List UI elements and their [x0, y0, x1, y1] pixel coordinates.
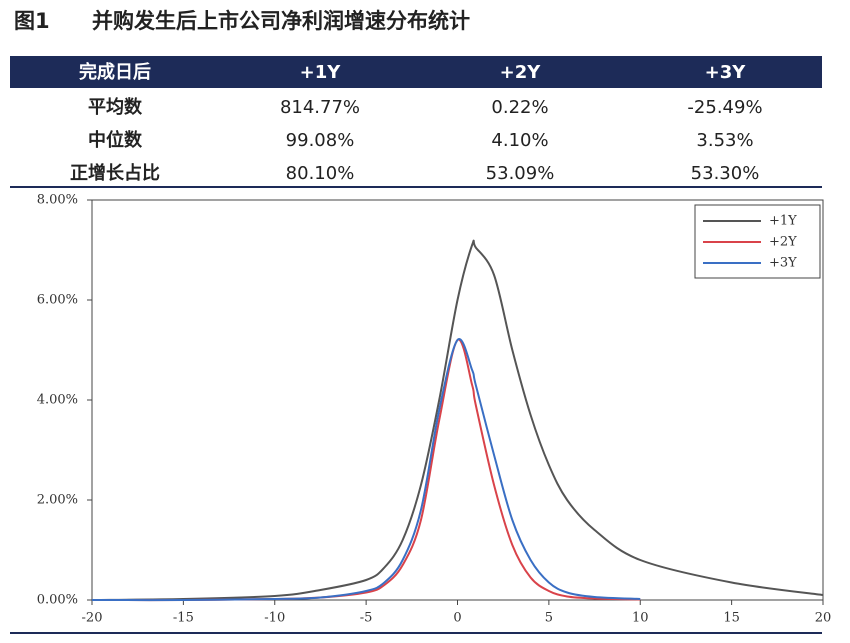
x-tick-label: 5 — [545, 611, 553, 626]
y-tick-label: 4.00% — [37, 393, 78, 408]
table-cell: 正增长占比 — [70, 162, 160, 184]
table-cell: 中位数 — [88, 129, 143, 151]
table-header-cell: +3Y — [705, 62, 747, 83]
y-tick-label: 8.00% — [37, 193, 78, 208]
table-cell: -25.49% — [687, 97, 762, 118]
y-tick-label: 2.00% — [37, 493, 78, 508]
x-tick-label: -10 — [264, 611, 285, 626]
x-tick-label: 10 — [632, 611, 649, 626]
table-cell: 0.22% — [491, 97, 548, 118]
x-tick-label: 0 — [453, 611, 461, 626]
table-cell: 80.10% — [286, 163, 355, 184]
x-tick-label: -20 — [82, 611, 103, 626]
table-cell: 3.53% — [696, 130, 753, 151]
legend-label: +3Y — [769, 256, 797, 271]
table-header-bg — [10, 56, 822, 88]
x-tick-label: -5 — [360, 611, 373, 626]
table-cell: 814.77% — [280, 97, 360, 118]
table-header-cell: +2Y — [500, 62, 542, 83]
figure-title: 并购发生后上市公司净利润增速分布统计 — [92, 9, 470, 33]
y-tick-label: 0.00% — [37, 593, 78, 608]
x-tick-label: 20 — [815, 611, 832, 626]
series-line — [91, 338, 641, 602]
table-cell: 53.30% — [691, 163, 760, 184]
x-tick-label: 15 — [723, 611, 740, 626]
table-header-cell: +1Y — [300, 62, 342, 83]
legend-label: +1Y — [769, 214, 797, 229]
series-line — [91, 239, 824, 601]
table-cell: 99.08% — [286, 130, 355, 151]
table-cell: 平均数 — [88, 96, 143, 118]
series-line — [91, 338, 641, 602]
table-header-cell: 完成日后 — [79, 61, 151, 83]
table-cell: 4.10% — [491, 130, 548, 151]
table-cell: 53.09% — [486, 163, 555, 184]
figure-label: 图1 — [14, 9, 50, 33]
y-tick-label: 6.00% — [37, 293, 78, 308]
x-tick-label: -15 — [173, 611, 194, 626]
legend-label: +2Y — [769, 235, 797, 250]
